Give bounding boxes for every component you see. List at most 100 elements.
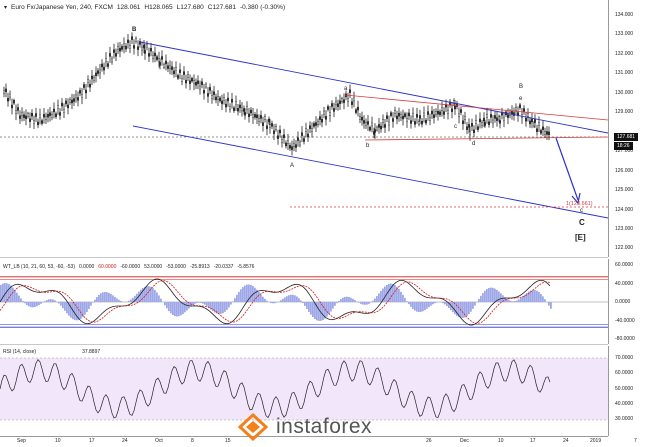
wave-label-e: e	[519, 96, 522, 102]
candle-body	[185, 80, 186, 83]
wt-histogram-bar	[170, 302, 172, 313]
projection-arrow-line	[556, 138, 578, 200]
candle-body	[533, 123, 534, 126]
candle-body	[9, 94, 10, 97]
candle-body	[479, 119, 480, 122]
wt-histogram-bar	[520, 298, 522, 302]
wt-histogram-bar	[472, 302, 474, 309]
change-value: -0.380 (-0.30%)	[240, 4, 285, 11]
candle-body	[248, 114, 249, 117]
candle-body	[499, 120, 500, 123]
candle-body	[492, 120, 493, 123]
candle-body	[260, 115, 261, 118]
wt-histogram-bar	[242, 287, 244, 302]
wt-histogram-bar	[444, 302, 446, 304]
wt-histogram-bar	[500, 293, 502, 302]
candle-body	[167, 66, 168, 69]
wt-histogram-bar	[434, 302, 436, 303]
candle-body	[408, 113, 409, 116]
wt-histogram-bar	[62, 302, 64, 308]
time-tick: 17	[530, 438, 536, 444]
wt-value: -60.0000	[120, 264, 140, 270]
candle-body	[486, 114, 487, 117]
candle-body	[431, 111, 432, 114]
wt-axis[interactable]: 60.0000 40.0000 0.0000 -40.0000 -80.0000	[608, 259, 665, 344]
brand-mark-icon	[238, 413, 268, 441]
price-tick: 130.000	[615, 90, 633, 96]
price-chart-canvas[interactable]	[0, 0, 608, 257]
candle-body	[17, 107, 18, 110]
wt-histogram-bar	[260, 294, 262, 302]
collapse-arrow-icon[interactable]: ▾	[4, 4, 7, 11]
candle-body	[244, 112, 245, 115]
candle-body	[283, 135, 284, 138]
wt-histogram-bar	[38, 302, 40, 305]
rsi-axis[interactable]: 70.0000 60.0000 50.0000 40.0000 30.0000	[608, 346, 665, 436]
candle-body	[534, 120, 535, 123]
wt-histogram-bar	[250, 285, 252, 302]
wave-label-b: b	[366, 143, 369, 149]
wt-histogram-bar	[416, 302, 418, 312]
candle-body	[355, 110, 356, 113]
target-level-label: 1(123.661)	[566, 201, 593, 207]
candle-body	[237, 108, 238, 111]
candle-body	[386, 116, 387, 119]
wt-histogram-bar	[398, 289, 400, 302]
candle-body	[281, 140, 282, 143]
wt-histogram-bar	[348, 297, 350, 302]
candle-body	[99, 70, 100, 73]
candle-body	[135, 39, 136, 42]
wt-histogram-bar	[52, 299, 54, 302]
candle-body	[77, 97, 78, 100]
wt-histogram-bar	[422, 302, 424, 311]
wt-histogram-bar	[50, 299, 52, 302]
time-tick: Oct	[155, 438, 163, 444]
candle-body	[398, 113, 399, 116]
candle-body	[279, 130, 280, 133]
candle-body	[129, 45, 130, 48]
candle-body	[73, 99, 74, 102]
candle-body	[67, 105, 68, 108]
candle-body	[144, 50, 145, 53]
wt-histogram-bar	[538, 292, 540, 302]
wt-indicator-canvas[interactable]	[0, 259, 608, 344]
wt-histogram-bar	[468, 302, 470, 314]
wt-indicator-pane[interactable]: WT_LB (10, 21, 60, 53, -60, -53) 0.0000 …	[0, 259, 608, 345]
candle-body	[97, 71, 98, 74]
wt-histogram-bar	[334, 302, 336, 306]
candle-body	[382, 120, 383, 123]
candle-body	[269, 125, 270, 128]
wt-histogram-bar	[110, 294, 112, 302]
wt-histogram-bar	[352, 299, 354, 302]
wt-histogram-bar	[218, 302, 220, 314]
candle-body	[197, 81, 198, 84]
candle-body	[437, 111, 438, 114]
wt-histogram-bar	[24, 302, 26, 303]
price-tick: 134.000	[615, 12, 633, 18]
candle-body	[7, 98, 8, 101]
candle-body	[285, 143, 286, 146]
candle-body	[150, 48, 151, 51]
wt-histogram-bar	[264, 299, 266, 302]
candle-body	[89, 84, 90, 87]
price-chart-pane[interactable]: ▾ Euro Fx/Japanese Yen, 240, FXCM 128.06…	[0, 0, 608, 258]
wt-histogram-bar	[26, 302, 28, 305]
price-axis[interactable]: 134.000 133.000 132.000 131.000 130.000 …	[608, 0, 665, 257]
candle-body	[107, 64, 108, 67]
candle-body	[231, 99, 232, 102]
wt-histogram-bar	[378, 293, 380, 302]
candle-body	[519, 105, 520, 108]
rsi-title: RSI (14, close)	[3, 349, 36, 355]
candle-body	[418, 121, 419, 124]
time-tick: 15	[225, 438, 231, 444]
wt-histogram-bar	[474, 302, 476, 306]
candle-body	[13, 100, 14, 103]
wave-label-c-target: c	[580, 208, 583, 214]
candle-body	[45, 117, 46, 120]
candle-body	[163, 64, 164, 67]
wt-histogram-bar	[174, 302, 176, 316]
candle-body	[483, 118, 484, 121]
wt-histogram-bar	[114, 297, 116, 302]
wt-histogram-bar	[332, 302, 334, 309]
wt-histogram-bar	[214, 302, 216, 312]
